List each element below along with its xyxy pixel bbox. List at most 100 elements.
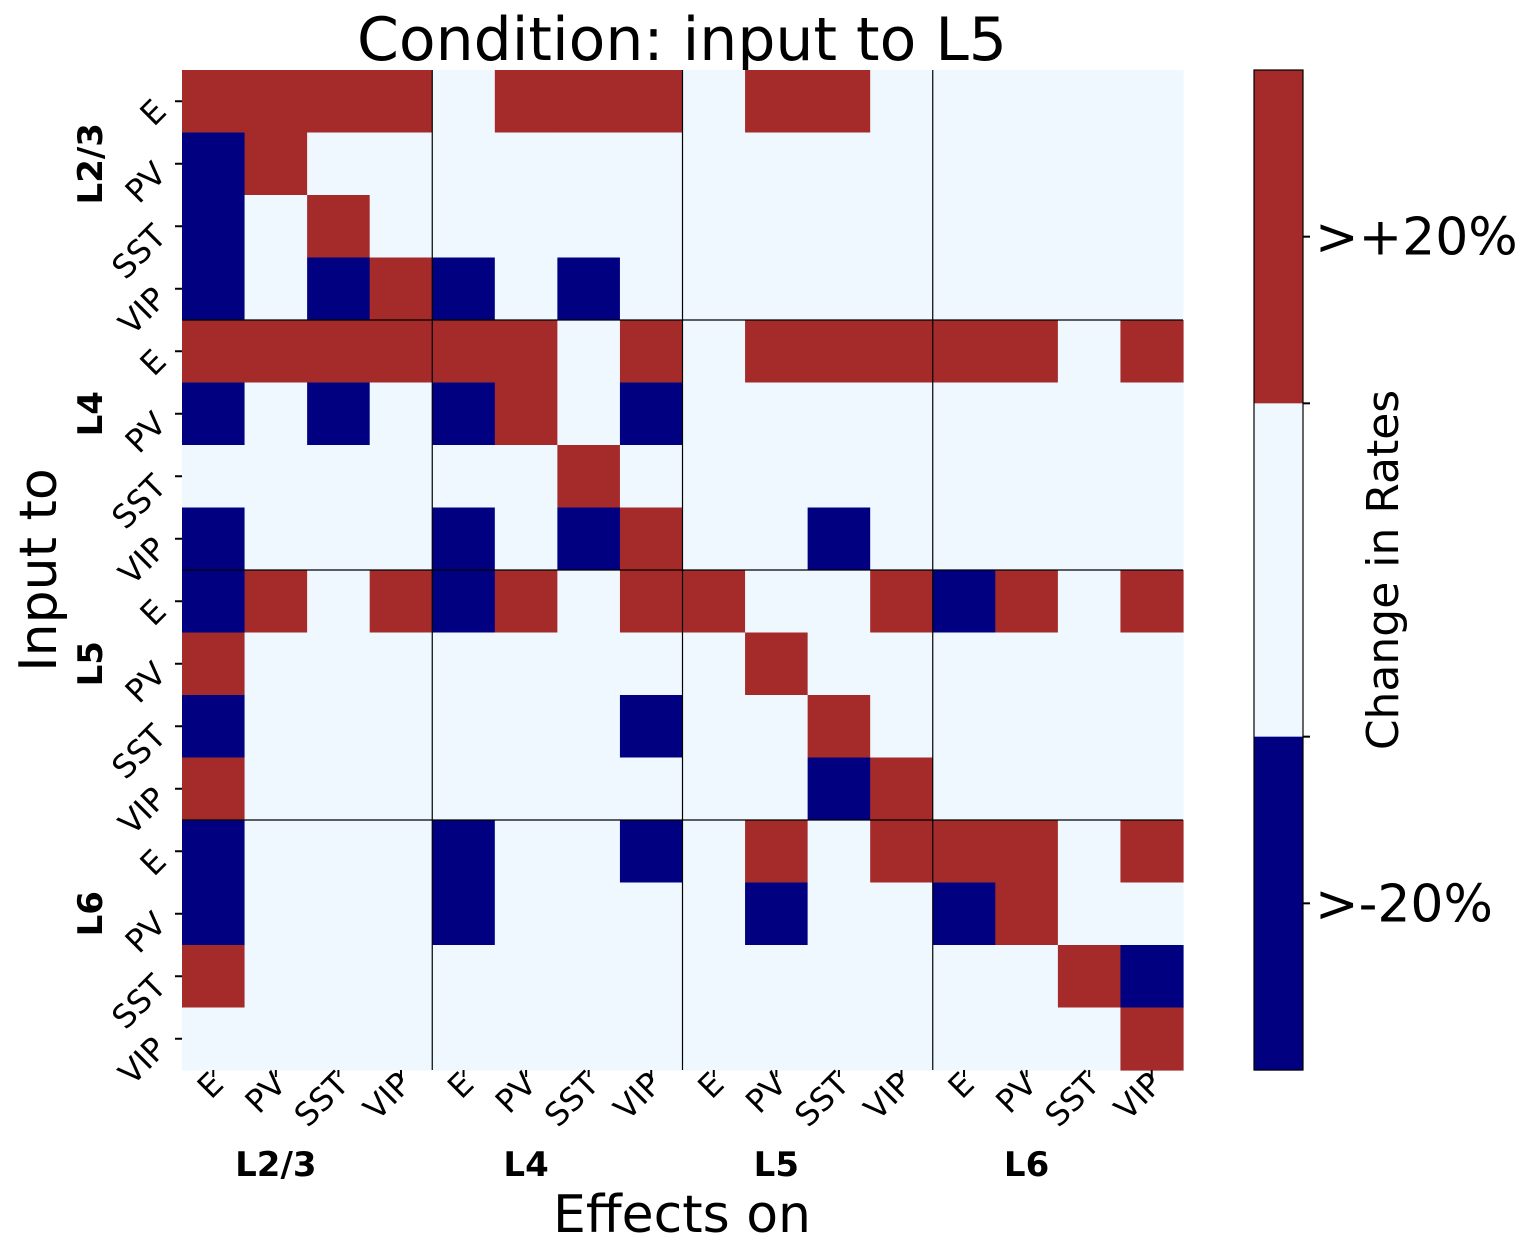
colorbar: >+20% >-20% xyxy=(1253,69,1518,1071)
heatmap-cell xyxy=(932,70,996,134)
heatmap-cell xyxy=(1120,507,1184,571)
heatmap-cell xyxy=(870,1007,934,1071)
y-tick-label: VIP xyxy=(111,780,174,843)
y-layer-label: L5 xyxy=(71,641,111,686)
heatmap-cell xyxy=(369,320,433,384)
y-layer-labels: L2/3 L4 L5 L6 xyxy=(71,123,111,936)
heatmap-cell xyxy=(244,757,308,821)
heatmap-cell xyxy=(557,445,621,509)
heatmap-cell xyxy=(557,195,621,259)
heatmap-cell xyxy=(182,382,246,446)
y-tick-label: SST xyxy=(104,967,174,1037)
heatmap-cell xyxy=(557,882,621,946)
y-tick-label: SST xyxy=(104,717,174,787)
heatmap-cell xyxy=(995,70,1059,134)
heatmap-cell xyxy=(369,570,433,634)
heatmap-cell xyxy=(870,632,934,696)
heatmap-cell xyxy=(870,757,934,821)
heatmap-cell xyxy=(807,570,871,634)
heatmap-cell xyxy=(932,507,996,571)
y-tick-label: E xyxy=(132,342,173,383)
heatmap-cell xyxy=(619,632,684,696)
y-tick-label: E xyxy=(132,592,173,633)
heatmap-cell xyxy=(995,820,1059,884)
x-tick-label: E xyxy=(440,1065,481,1106)
heatmap-cell xyxy=(807,820,871,884)
heatmap-cell xyxy=(182,1007,246,1071)
heatmap-cell xyxy=(870,695,934,759)
heatmap-cell xyxy=(307,632,371,696)
heatmap-cell xyxy=(557,257,621,321)
x-tick-label: VIP xyxy=(1107,1065,1170,1128)
heatmap-cell xyxy=(1120,1007,1184,1071)
heatmap-cell xyxy=(494,132,558,196)
heatmap-cell xyxy=(369,695,433,759)
heatmap-cell xyxy=(745,632,809,696)
heatmap-cell xyxy=(244,445,308,509)
heatmap-cell xyxy=(807,757,871,821)
heatmap-cell xyxy=(932,445,996,509)
y-axis-label: Input to xyxy=(9,468,69,671)
y-tick-label: PV xyxy=(118,904,174,960)
x-layer-labels: L2/3 L4 L5 L6 xyxy=(235,1145,1049,1185)
heatmap-cell xyxy=(807,507,871,571)
heatmap-cell xyxy=(995,570,1059,634)
heatmap-cell xyxy=(682,445,746,509)
heatmap-cell xyxy=(682,257,746,321)
heatmap-cell xyxy=(182,507,246,571)
heatmap-cell xyxy=(995,632,1059,696)
heatmap-cell xyxy=(557,945,621,1009)
heatmap-cell xyxy=(870,132,934,196)
heatmap-cell xyxy=(870,820,934,884)
heatmap-cell xyxy=(369,507,433,571)
heatmap-cell xyxy=(870,382,934,446)
heatmap-cell xyxy=(369,945,433,1009)
y-layer-label: L4 xyxy=(71,391,111,436)
x-tick-label: PV xyxy=(988,1065,1044,1121)
heatmap-cell xyxy=(1120,820,1184,884)
heatmap-cell xyxy=(745,70,809,134)
heatmap-cell xyxy=(995,257,1059,321)
heatmap-cell xyxy=(1120,382,1184,446)
heatmap-cell xyxy=(1057,195,1122,259)
y-layer-label: L2/3 xyxy=(71,123,111,204)
heatmap-cell xyxy=(870,882,934,946)
y-tick-label: VIP xyxy=(111,1030,174,1093)
heatmap-cell xyxy=(995,382,1059,446)
heatmap-cell xyxy=(682,757,746,821)
heatmap-cell xyxy=(1120,882,1184,946)
heatmap-cell xyxy=(432,70,496,134)
y-tick-label: E xyxy=(132,842,173,883)
colorbar-frame xyxy=(1253,69,1304,1071)
heatmap-cell xyxy=(619,382,684,446)
heatmap-cell xyxy=(307,70,371,134)
heatmap-cell xyxy=(432,320,496,384)
heatmap-cell xyxy=(244,382,308,446)
x-tick-label: SST xyxy=(537,1064,607,1134)
heatmap-cell xyxy=(932,882,996,946)
heatmap-cell xyxy=(870,257,934,321)
heatmap-cell xyxy=(619,257,684,321)
heatmap-cell xyxy=(182,257,246,321)
heatmap-cell xyxy=(494,445,558,509)
y-tick-label: E xyxy=(132,92,173,133)
colorbar-segment xyxy=(1254,736,1303,1071)
heatmap-cell xyxy=(432,757,496,821)
heatmap-cell xyxy=(432,445,496,509)
heatmap-cell xyxy=(432,695,496,759)
x-layer-label: L2/3 xyxy=(235,1145,316,1185)
heatmap-cell xyxy=(932,695,996,759)
heatmap-cell xyxy=(494,70,558,134)
heatmap-cell xyxy=(494,820,558,884)
heatmap-cell xyxy=(619,757,684,821)
heatmap-cell xyxy=(1057,382,1122,446)
heatmap-cell xyxy=(182,820,246,884)
colorbar-segment xyxy=(1254,403,1303,738)
heatmap-cell xyxy=(932,132,996,196)
heatmap-cell xyxy=(182,132,246,196)
heatmap-cell xyxy=(745,132,809,196)
heatmap-cell xyxy=(182,195,246,259)
heatmap-cell xyxy=(307,570,371,634)
heatmap-cell xyxy=(369,445,433,509)
y-tick-label: PV xyxy=(118,654,174,710)
